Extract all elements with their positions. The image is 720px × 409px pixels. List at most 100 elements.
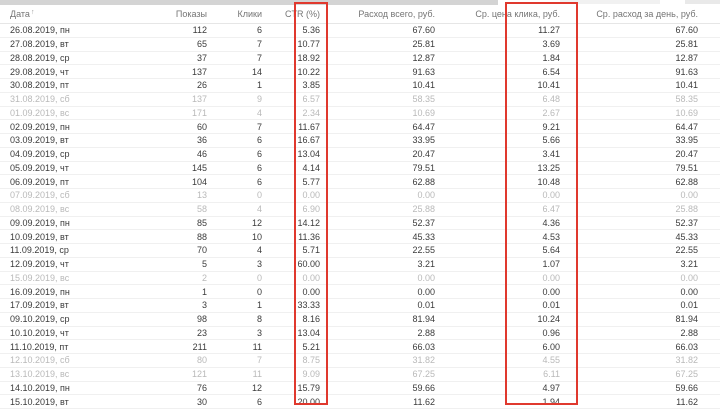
cell-date: 11.09.2019, ср [10,245,69,256]
cell-daily: 20.47 [675,149,698,160]
cell-clicks: 7 [256,121,262,132]
table-row[interactable]: 06.09.2019, пт 104 6 5.77 62.88 10.48 62.88 [0,175,720,189]
table-row[interactable]: 30.08.2019, пт 26 1 3.85 10.41 10.41 10.41 [0,79,720,93]
column-header-ctr[interactable]: CTR (%) [285,9,320,19]
cell-daily: 12.87 [675,52,698,63]
cell-impressions: 137 [191,94,207,105]
cell-clicks: 6 [256,149,262,160]
cell-daily: 81.94 [675,314,698,325]
cell-impressions: 5 [201,259,207,270]
cell-cpc: 5.66 [542,135,560,146]
column-header-total-spend[interactable]: Расход всего, руб. [358,9,435,19]
cell-ctr: 6.90 [302,204,320,215]
cell-ctr: 10.22 [297,66,320,77]
table-row[interactable]: 16.09.2019, пн 1 0 0.00 0.00 0.00 0.00 [0,285,720,299]
table-row[interactable]: 10.10.2019, чт 23 3 13.04 2.88 0.96 2.88 [0,327,720,341]
table-row[interactable]: 11.09.2019, ср 70 4 5.71 22.55 5.64 22.55 [0,244,720,258]
cell-clicks: 7 [256,355,262,366]
table-row[interactable]: 12.09.2019, чт 5 3 60.00 3.21 1.07 3.21 [0,258,720,272]
cell-clicks: 6 [256,176,262,187]
table-row[interactable]: 09.10.2019, ср 98 8 8.16 81.94 10.24 81.94 [0,313,720,327]
cell-date: 30.08.2019, пт [10,80,70,91]
cell-clicks: 9 [256,94,262,105]
cell-spend: 66.03 [412,341,435,352]
cell-cpc: 4.97 [542,382,560,393]
table-row[interactable]: 31.08.2019, сб 137 9 6.57 58.35 6.48 58.35 [0,93,720,107]
column-header-date[interactable]: Дата↑ [0,9,170,19]
cell-daily: 25.81 [675,39,698,50]
cell-impressions: 26 [196,80,207,91]
cell-date: 26.08.2019, пн [10,25,70,36]
table-row[interactable]: 12.10.2019, сб 80 7 8.75 31.82 4.55 31.82 [0,354,720,368]
table-row[interactable]: 15.10.2019, вт 30 6 20.00 11.62 1.94 11.62 [0,395,720,409]
column-header-avg-cpc[interactable]: Ср. цена клика, руб. [475,9,560,19]
cell-spend: 10.41 [412,80,435,91]
cell-spend: 0.00 [417,286,435,297]
table-row[interactable]: 04.09.2019, ср 46 6 13.04 20.47 3.41 20.47 [0,148,720,162]
cell-daily: 59.66 [675,382,698,393]
table-row[interactable]: 28.08.2019, ср 37 7 18.92 12.87 1.84 12.87 [0,52,720,66]
cell-clicks: 11 [252,341,262,352]
cell-cpc: 6.48 [542,94,560,105]
table-row[interactable]: 13.10.2019, вс 121 11 9.09 67.25 6.11 67.25 [0,368,720,382]
cell-impressions: 3 [201,300,207,311]
table-row[interactable]: 09.09.2019, пн 85 12 14.12 52.37 4.36 52.37 [0,217,720,231]
cell-ctr: 11.67 [298,121,320,132]
table-row[interactable]: 03.09.2019, вт 36 6 16.67 33.95 5.66 33.95 [0,134,720,148]
cell-ctr: 0.00 [302,272,320,283]
table-row[interactable]: 10.09.2019, вт 88 10 11.36 45.33 4.53 45.33 [0,230,720,244]
cell-clicks: 12 [251,382,262,393]
cell-daily: 10.69 [675,107,698,118]
cell-date: 15.10.2019, вт [10,396,69,407]
cell-cpc: 2.67 [542,107,560,118]
table-row[interactable]: 15.09.2019, вс 2 0 0.00 0.00 0.00 0.00 [0,272,720,286]
cell-daily: 79.51 [675,162,698,173]
cell-clicks: 6 [256,396,262,407]
cell-cpc: 6.00 [542,341,560,352]
cell-date: 09.09.2019, пн [10,217,70,228]
sort-asc-icon: ↑ [30,9,35,16]
cell-impressions: 104 [191,176,207,187]
cell-spend: 12.87 [412,52,435,63]
cell-impressions: 76 [196,382,207,393]
cell-daily: 64.47 [675,121,698,132]
cell-ctr: 0.00 [302,286,320,297]
cell-spend: 58.35 [412,94,435,105]
table-row[interactable]: 29.08.2019, чт 137 14 10.22 91.63 6.54 91.63 [0,65,720,79]
cell-daily: 67.60 [675,25,698,36]
cell-spend: 79.51 [412,162,435,173]
cell-spend: 62.88 [412,176,435,187]
column-header-impressions[interactable]: Показы [175,9,207,19]
table-row[interactable]: 05.09.2019, чт 145 6 4.14 79.51 13.25 79.51 [0,162,720,176]
cell-daily: 10.41 [675,80,698,91]
cell-spend: 0.00 [417,272,435,283]
table-row[interactable]: 08.09.2019, вс 58 4 6.90 25.88 6.47 25.88 [0,203,720,217]
cell-cpc: 6.47 [542,204,560,215]
cell-cpc: 1.94 [542,396,560,407]
cell-date: 17.09.2019, вт [10,300,69,311]
cell-ctr: 3.85 [302,80,320,91]
table-row[interactable]: 01.09.2019, вс 171 4 2.34 10.69 2.67 10.69 [0,107,720,121]
table-row[interactable]: 07.09.2019, сб 13 0 0.00 0.00 0.00 0.00 [0,189,720,203]
table-row[interactable]: 11.10.2019, пт 211 11 5.21 66.03 6.00 66.03 [0,340,720,354]
column-header-date-label[interactable]: Дата [10,9,30,19]
column-header-clicks[interactable]: Клики [237,9,262,19]
cell-clicks: 6 [256,135,262,146]
cell-spend: 22.55 [412,245,435,256]
table-row[interactable]: 14.10.2019, пн 76 12 15.79 59.66 4.97 59.66 [0,382,720,396]
table-row[interactable]: 02.09.2019, пн 60 7 11.67 64.47 9.21 64.47 [0,120,720,134]
cell-spend: 67.60 [412,25,435,36]
cell-clicks: 7 [256,52,262,63]
cell-daily: 11.62 [676,396,698,407]
cell-date: 10.09.2019, вт [10,231,69,242]
table-row[interactable]: 27.08.2019, вт 65 7 10.77 25.81 3.69 25.81 [0,38,720,52]
cell-daily: 0.00 [680,272,698,283]
cell-clicks: 10 [251,231,262,242]
table-row[interactable]: 26.08.2019, пн 112 6 5.36 67.60 11.27 67.60 [0,24,720,38]
cell-cpc: 10.48 [537,176,560,187]
cell-impressions: 112 [192,25,207,36]
cell-clicks: 8 [256,314,262,325]
column-header-avg-daily-spend[interactable]: Ср. расход за день, руб. [596,9,698,19]
table-row[interactable]: 17.09.2019, вт 3 1 33.33 0.01 0.01 0.01 [0,299,720,313]
cell-date: 02.09.2019, пн [10,121,70,132]
